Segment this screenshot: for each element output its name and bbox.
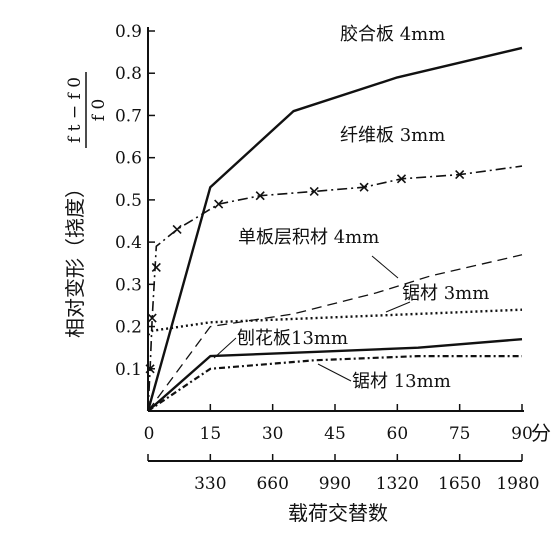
series-label-6: 锯材 13mm bbox=[352, 371, 451, 392]
series-marker bbox=[214, 199, 224, 209]
x-secondary-tick-label: 330 bbox=[194, 474, 226, 494]
y-tick-label: 0.9 bbox=[115, 22, 142, 42]
series-marker bbox=[455, 169, 465, 180]
x-secondary-tick-label: 660 bbox=[256, 474, 288, 494]
series-label-5: 刨花板13mm bbox=[237, 328, 348, 349]
marker-stroke bbox=[309, 186, 319, 197]
y-tick-label: 0.2 bbox=[115, 318, 142, 338]
y-tick-label: 0.7 bbox=[115, 106, 142, 126]
marker-stroke bbox=[255, 191, 265, 201]
label-leader bbox=[213, 337, 237, 359]
y-tick-label: 0.8 bbox=[115, 64, 142, 84]
series-label-2: 纤维板 3mm bbox=[340, 125, 445, 146]
marker-stroke bbox=[147, 313, 157, 323]
series-marker bbox=[145, 364, 155, 374]
series-label-1: 胶合板 4mm bbox=[340, 24, 445, 45]
y-tick-label: 0.3 bbox=[115, 275, 142, 295]
x-tick-label: 45 bbox=[324, 424, 346, 444]
series-line-2 bbox=[147, 165, 523, 412]
y-axis-title: 相对变形（挠度） bbox=[63, 178, 87, 338]
axes: 0.1 0.2 0.3 0.4 0.5 0.6 0.7 0.8 0.9 0 15 30 45 60 75 90… bbox=[115, 22, 540, 494]
series-line-4 bbox=[147, 308, 523, 336]
marker-stroke bbox=[145, 364, 155, 374]
series-line-6 bbox=[147, 355, 522, 412]
formula-denominator: f 0 bbox=[89, 99, 109, 122]
x-tick-label: 0 bbox=[144, 424, 155, 444]
marker-stroke bbox=[396, 174, 407, 184]
x-secondary-tick-label: 990 bbox=[319, 474, 351, 494]
label-leader bbox=[385, 301, 411, 313]
series-marker bbox=[172, 224, 182, 235]
series-marker bbox=[309, 186, 319, 197]
y-tick-label: 0.1 bbox=[115, 360, 142, 380]
formula-numerator: f t − f 0 bbox=[65, 77, 85, 143]
series-label-3: 单板层积材 4mm bbox=[238, 227, 379, 248]
x-tick-label: 75 bbox=[449, 424, 471, 444]
label-leader bbox=[371, 255, 399, 279]
y-tick-label: 0.6 bbox=[115, 149, 142, 169]
series-labels: 胶合板 4mm 纤维板 3mm 单板层积材 4mm 锯材 3mm 刨花板13mm 锯材 1… bbox=[213, 24, 489, 392]
series-marker bbox=[396, 174, 407, 184]
x-secondary-tick-label: 1980 bbox=[496, 474, 539, 494]
series-line-3 bbox=[147, 254, 523, 412]
series-marker bbox=[255, 191, 265, 201]
series-marker bbox=[359, 182, 369, 192]
label-leader bbox=[317, 363, 352, 382]
series-line-5 bbox=[147, 338, 523, 412]
x-secondary-tick-label: 1320 bbox=[376, 474, 419, 494]
x-secondary-tick-label: 1650 bbox=[438, 474, 481, 494]
marker-stroke bbox=[214, 199, 224, 209]
y-tick-label: 0.4 bbox=[115, 233, 142, 253]
series-line-1 bbox=[146, 46, 523, 412]
x-axis-unit: 分 bbox=[531, 421, 551, 445]
marker-stroke bbox=[359, 182, 369, 192]
marker-stroke bbox=[172, 224, 182, 235]
marker-stroke bbox=[455, 169, 465, 180]
x-tick-label: 15 bbox=[200, 424, 222, 444]
series-layer bbox=[145, 46, 523, 412]
marker-stroke bbox=[151, 262, 161, 273]
y-tick-label: 0.5 bbox=[115, 191, 142, 211]
series-marker bbox=[151, 262, 161, 273]
y-axis-formula: f t − f 0 f 0 bbox=[65, 72, 109, 148]
x-tick-label: 60 bbox=[387, 424, 409, 444]
series-marker bbox=[147, 313, 157, 323]
series-label-4: 锯材 3mm bbox=[402, 283, 489, 304]
x-axis-secondary-title: 载荷交替数 bbox=[288, 501, 388, 525]
x-tick-label: 30 bbox=[262, 424, 284, 444]
x-tick-label: 90 bbox=[511, 424, 533, 444]
